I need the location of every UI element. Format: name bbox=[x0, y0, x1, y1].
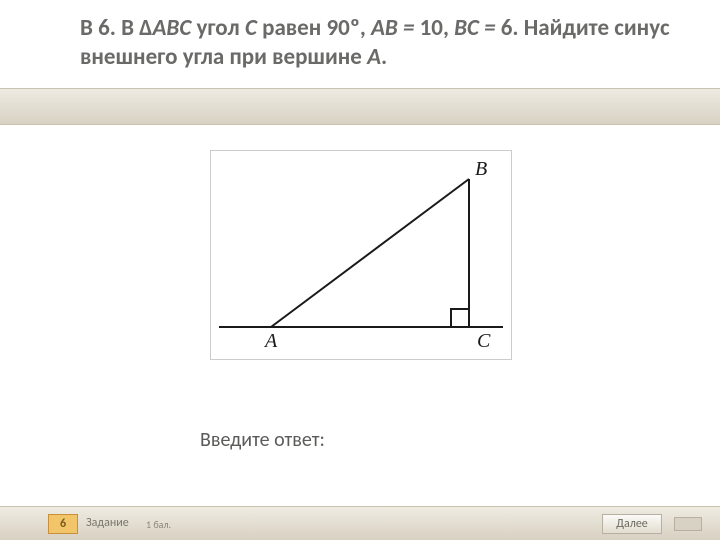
title-part: . bbox=[381, 43, 387, 71]
next-button[interactable]: Далее bbox=[602, 514, 662, 534]
title-tri: АВС bbox=[152, 14, 191, 42]
title-part: угол bbox=[191, 14, 245, 42]
task-number-badge: 6 bbox=[48, 514, 78, 534]
title-part: равен 90º, bbox=[257, 14, 371, 42]
points-label: 1 бал. bbox=[146, 518, 171, 531]
hypotenuse bbox=[271, 179, 469, 327]
title-angC: С bbox=[245, 14, 257, 42]
label-c: C bbox=[477, 330, 491, 352]
title-bc: ВС = bbox=[454, 14, 495, 42]
right-angle-icon bbox=[451, 309, 469, 327]
footer-indicator bbox=[674, 517, 702, 531]
answer-prompt: Введите ответ: bbox=[200, 428, 325, 452]
slide: В 6. В ΔАВС угол С равен 90º, АВ = 10, В… bbox=[0, 0, 720, 540]
triangle-figure: A B C bbox=[210, 150, 512, 360]
task-label: Задание bbox=[86, 516, 129, 530]
label-a: A bbox=[263, 330, 278, 352]
accent-strip bbox=[0, 88, 720, 125]
title-part: 10, bbox=[414, 14, 454, 42]
title-part: В 6. В Δ bbox=[80, 14, 152, 42]
triangle-svg: A B C bbox=[211, 151, 511, 359]
label-b: B bbox=[475, 158, 487, 180]
title-vertA: А bbox=[367, 43, 381, 71]
title-ab: АВ = bbox=[371, 14, 414, 42]
footer-bar: 6 Задание 1 бал. Далее bbox=[0, 506, 720, 540]
question-title: В 6. В ΔАВС угол С равен 90º, АВ = 10, В… bbox=[80, 14, 670, 72]
